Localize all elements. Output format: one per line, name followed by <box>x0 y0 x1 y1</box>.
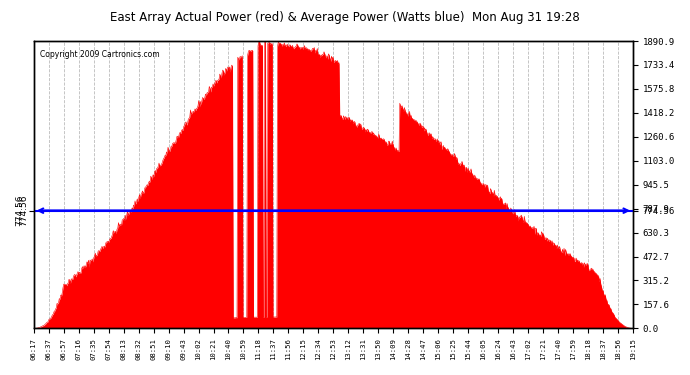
Text: 774.56: 774.56 <box>19 195 28 226</box>
Text: Copyright 2009 Cartronics.com: Copyright 2009 Cartronics.com <box>40 50 159 58</box>
Text: East Array Actual Power (red) & Average Power (Watts blue)  Mon Aug 31 19:28: East Array Actual Power (red) & Average … <box>110 11 580 24</box>
